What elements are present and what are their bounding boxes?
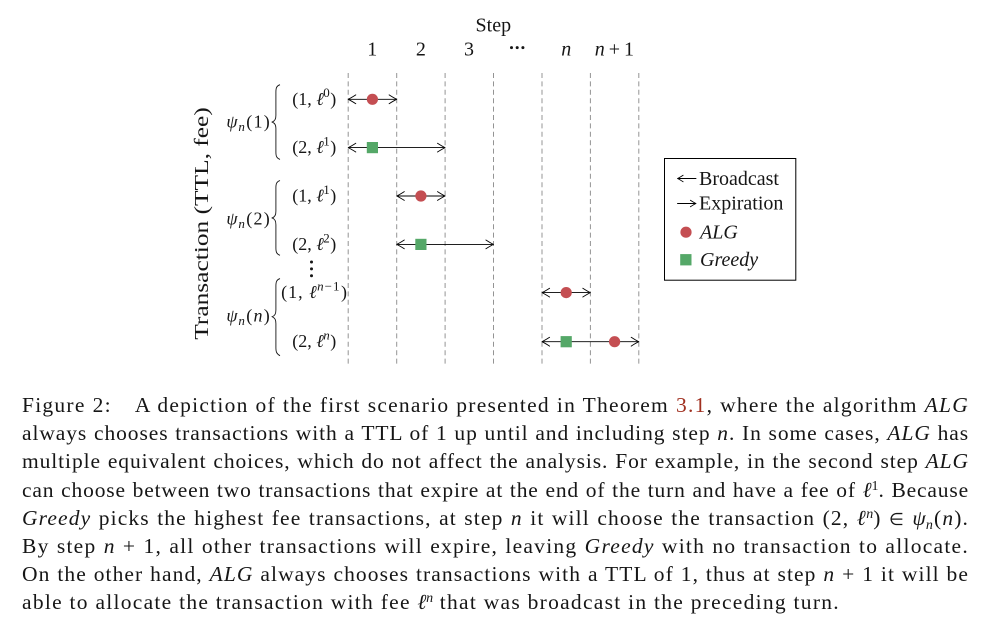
- svg-text:(2, ℓn): (2, ℓn): [292, 328, 336, 353]
- svg-text:2: 2: [416, 38, 426, 60]
- svg-text:Transaction (TTL, fee): Transaction (TTL, fee): [191, 107, 213, 340]
- svg-text:1: 1: [367, 38, 377, 60]
- svg-text:(2, ℓ1): (2, ℓ1): [292, 134, 336, 159]
- svg-text:Greedy: Greedy: [700, 249, 758, 271]
- svg-text:ψn(n): ψn(n): [226, 305, 271, 328]
- svg-text:ψn(2): ψn(2): [226, 208, 271, 231]
- svg-text:(1, ℓn−1): (1, ℓn−1): [281, 279, 348, 304]
- svg-text:(1, ℓ0): (1, ℓ0): [292, 85, 336, 110]
- svg-text:ψn(1): ψn(1): [226, 112, 271, 135]
- svg-text:n: n: [561, 38, 571, 60]
- svg-text:n+1: n +1: [595, 38, 634, 60]
- svg-text:ALG: ALG: [698, 222, 738, 244]
- svg-text:3: 3: [464, 38, 474, 60]
- svg-text:Expiration: Expiration: [699, 193, 783, 215]
- svg-text:Broadcast: Broadcast: [699, 168, 779, 190]
- svg-text:(1, ℓ1): (1, ℓ1): [292, 182, 336, 207]
- svg-text:(2, ℓ2): (2, ℓ2): [292, 230, 336, 255]
- svg-text:Step: Step: [476, 14, 512, 36]
